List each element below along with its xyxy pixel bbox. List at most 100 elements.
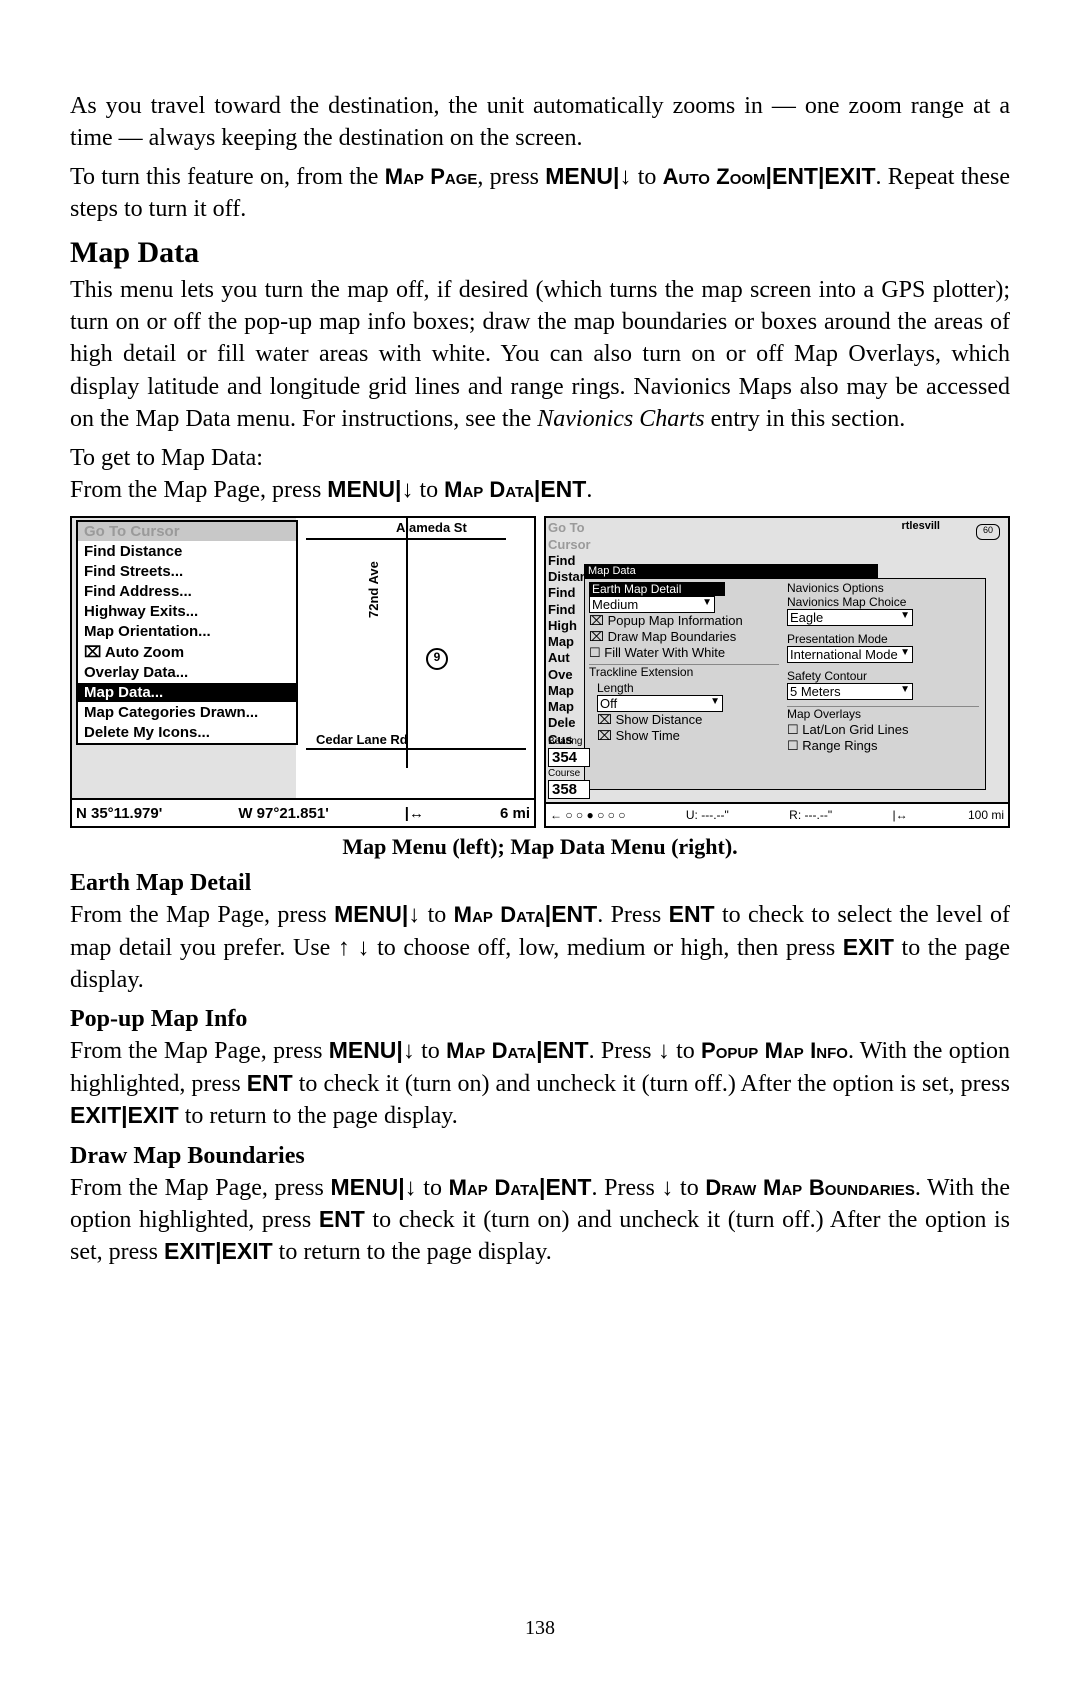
fill-water-white-checkbox[interactable]: Fill Water With White	[589, 645, 725, 660]
trackline-length-select[interactable]: Off	[597, 695, 723, 712]
key-ent: ENT	[545, 1174, 591, 1200]
text: From the Map Page, press	[70, 902, 334, 928]
menu-item[interactable]: Go To Cursor	[78, 522, 296, 542]
menu-item[interactable]: Find Distance	[78, 542, 296, 562]
status-u: U: ---.--"	[686, 808, 729, 822]
key-menu: MENU	[329, 1037, 397, 1063]
menu-item[interactable]: Overlay Data...	[78, 663, 296, 683]
cdi-dots-icon: ← ○ ○ ● ○ ○ ○	[550, 808, 626, 822]
menu-item[interactable]: Delete My Icons...	[78, 723, 296, 743]
dialog-title: Map Data	[584, 564, 878, 578]
map-menu-list: Go To CursorFind DistanceFind Streets...…	[76, 520, 298, 745]
key-exit-exit: EXIT|EXIT	[164, 1238, 273, 1264]
nav-steps-line: From the Map Page, press MENU|↓ to Map D…	[70, 474, 1010, 506]
safety-contour-select[interactable]: 5 Meters	[787, 683, 913, 700]
text: From the Map Page, press	[70, 1175, 331, 1201]
status-lat: N 35°11.979'	[76, 805, 162, 822]
arrow-down-icon: ↓	[403, 1037, 415, 1064]
text: to	[413, 477, 444, 503]
text: to choose off, low, medium or high, then…	[370, 935, 843, 961]
menu-item[interactable]: Auto Zoom	[78, 642, 296, 663]
status-scale: 100 mi	[968, 808, 1004, 822]
popup-map-info-body: From the Map Page, press MENU|↓ to Map D…	[70, 1035, 1010, 1132]
safety-contour-label: Safety Contour	[787, 669, 979, 683]
map-background: Alameda St 72nd Ave Cedar Lane Rd 9	[296, 518, 534, 798]
key-popup-map-info: Popup Map Info	[701, 1038, 848, 1063]
map-data-menu-screenshot: Go To CursorFind DistanceFindFindHighMap…	[544, 516, 1010, 828]
course-value: 358	[548, 780, 590, 799]
text: , press	[477, 164, 545, 190]
course-label: Course	[548, 768, 580, 779]
menu-item[interactable]: Find Streets...	[78, 562, 296, 582]
text: to	[670, 1038, 701, 1064]
draw-map-boundaries-checkbox[interactable]: Draw Map Boundaries	[589, 629, 736, 644]
status-lon: W 97°21.851'	[238, 805, 328, 822]
status-bar: N 35°11.979' W 97°21.851' |↔ 6 mi	[72, 798, 534, 826]
text: entry in this section.	[705, 406, 906, 432]
length-label: Length	[597, 681, 634, 695]
key-ent: ENT	[543, 1037, 589, 1063]
map-menu-screenshot: Alameda St 72nd Ave Cedar Lane Rd 9 Go T…	[70, 516, 536, 828]
nav-arrows-icon: |↔	[892, 808, 907, 822]
menu-item[interactable]: Map Data...	[78, 683, 296, 703]
show-distance-checkbox[interactable]: Show Distance	[597, 712, 702, 727]
text: to return to the page display.	[273, 1239, 552, 1265]
navionics-options-label: Navionics Options	[787, 581, 979, 595]
menu-item[interactable]: Highway Exits...	[78, 602, 296, 622]
earth-map-detail-body: From the Map Page, press MENU|↓ to Map D…	[70, 899, 1010, 996]
key-ent: ENT	[540, 476, 586, 502]
key-draw-map-boundaries: Draw Map Boundaries	[705, 1175, 914, 1200]
text: to	[417, 1175, 449, 1201]
popup-map-info-checkbox[interactable]: Popup Map Information	[589, 613, 743, 628]
menu-item[interactable]: Find Address...	[78, 582, 296, 602]
key-menu: MENU	[331, 1174, 399, 1200]
subsection-earth-map-detail: Earth Map Detail	[70, 870, 1010, 897]
section-title-map-data: Map Data	[70, 236, 1010, 270]
latlon-gridlines-checkbox[interactable]: Lat/Lon Grid Lines	[787, 722, 909, 737]
range-rings-checkbox[interactable]: Range Rings	[787, 738, 877, 753]
presentation-mode-select[interactable]: International Mode	[787, 646, 913, 663]
show-time-checkbox[interactable]: Show Time	[597, 728, 680, 743]
key-map-data: Map Data	[444, 477, 534, 502]
text: . Press	[591, 1175, 661, 1201]
text: to return to the page display.	[179, 1103, 458, 1129]
text: to	[420, 902, 453, 928]
key-menu: MENU	[327, 476, 395, 502]
subsection-draw-map-boundaries: Draw Map Boundaries	[70, 1143, 1010, 1170]
arrow-up-icon: ↑	[338, 934, 350, 961]
text: To turn this feature on, from the	[70, 164, 385, 190]
dialog-right-column: Navionics Options Navionics Map Choice E…	[787, 581, 979, 754]
status-bar: ← ○ ○ ● ○ ○ ○ U: ---.--" R: ---.--" |↔ 1…	[546, 802, 1008, 826]
menu-item[interactable]: Map Orientation...	[78, 622, 296, 642]
key-ent: ENT	[247, 1070, 293, 1096]
key-ent: ENT	[551, 901, 597, 927]
map-overlays-group: Map Overlays	[787, 706, 979, 721]
key-menu: MENU	[334, 901, 402, 927]
menu-item[interactable]: Map Categories Drawn...	[78, 703, 296, 723]
figure-caption: Map Menu (left); Map Data Menu (right).	[70, 834, 1010, 860]
navionics-map-choice-select[interactable]: Eagle	[787, 609, 913, 626]
key-exit-exit: EXIT|EXIT	[70, 1102, 179, 1128]
key-map-page: Map Page	[385, 164, 478, 189]
map-label: rtlesvill	[901, 520, 940, 532]
figure-row: Alameda St 72nd Ave Cedar Lane Rd 9 Go T…	[70, 516, 1010, 828]
dialog-left-column: Earth Map Detail Medium Popup Map Inform…	[589, 581, 779, 744]
key-menu: MENU	[545, 163, 613, 189]
intro-para-1: As you travel toward the destination, th…	[70, 90, 1010, 155]
bg-menu-sliver-item: Go To Cursor	[548, 520, 618, 553]
bearing-label: Bearing	[548, 736, 582, 747]
key-ent: ENT	[772, 163, 818, 189]
presentation-mode-label: Presentation Mode	[787, 632, 979, 646]
text: to	[415, 1038, 446, 1064]
text: to	[631, 164, 662, 190]
text: to check it (turn on) and uncheck it (tu…	[293, 1071, 1010, 1097]
navionics-map-choice-label: Navionics Map Choice	[787, 595, 979, 609]
subsection-popup-map-info: Pop-up Map Info	[70, 1006, 1010, 1033]
earth-map-detail-select[interactable]: Medium	[589, 596, 715, 613]
arrow-down-icon: ↓	[401, 476, 413, 503]
key-exit: EXIT	[824, 163, 875, 189]
arrow-down-icon: ↓	[405, 1174, 417, 1201]
earth-map-detail-label: Earth Map Detail	[589, 582, 725, 596]
to-get-line: To get to Map Data:	[70, 442, 1010, 474]
street-label: 72nd Ave	[366, 561, 381, 618]
